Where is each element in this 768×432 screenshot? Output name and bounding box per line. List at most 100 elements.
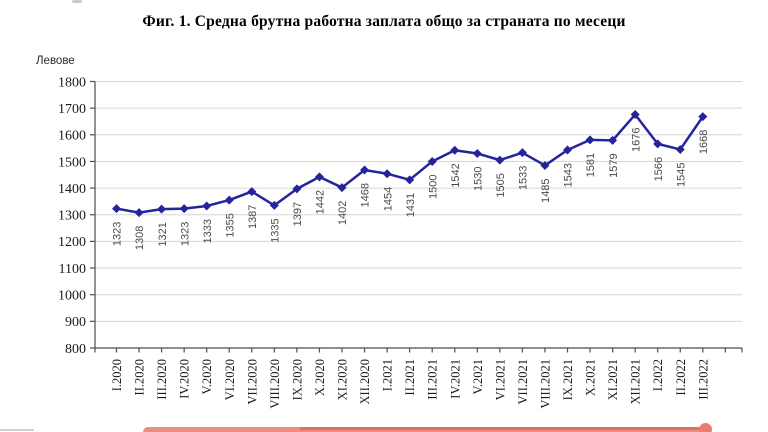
data-point-label: 1543: [563, 163, 575, 187]
data-point-label: 1668: [698, 130, 710, 154]
x-tick-label: VI.2021: [493, 359, 507, 400]
data-point-label: 1468: [360, 183, 372, 207]
data-point-label: 1321: [157, 222, 169, 246]
data-point-marker: [495, 155, 505, 165]
x-tick-label: VIII.2021: [538, 359, 552, 409]
data-point-marker: [314, 172, 324, 182]
data-point-marker: [405, 175, 415, 185]
data-point-label: 1542: [450, 163, 462, 187]
x-tick-label: I.2022: [651, 359, 665, 391]
data-point-label: 1442: [315, 190, 327, 214]
data-point-label: 1355: [224, 213, 236, 237]
red-underline-endpoint-dot: [699, 423, 712, 432]
y-tick-label: 1400: [58, 182, 86, 197]
y-axis-unit-label: Левове: [36, 55, 75, 67]
x-tick-label: I.2021: [381, 359, 395, 391]
data-point-marker: [517, 148, 527, 158]
bottom-gray-mark: [0, 429, 34, 431]
data-point-label: 1533: [518, 166, 530, 190]
x-tick-label: VIII.2020: [268, 359, 282, 409]
y-tick-label: 1000: [58, 289, 86, 304]
data-point-marker: [134, 208, 144, 218]
data-point-label: 1323: [112, 222, 124, 246]
data-point-marker: [630, 110, 640, 120]
data-point-marker: [472, 148, 482, 158]
x-tick-label: II.2021: [403, 359, 417, 395]
y-tick-label: 1100: [59, 262, 86, 277]
data-point-marker: [608, 135, 618, 145]
x-tick-label: X.2020: [313, 359, 327, 396]
data-point-marker: [112, 204, 121, 214]
y-tick-label: 1600: [58, 129, 86, 144]
y-tick-label: 800: [65, 342, 86, 357]
data-point-marker: [653, 139, 663, 149]
data-point-label: 1566: [653, 157, 665, 181]
x-tick-label: IV.2021: [448, 359, 462, 399]
x-tick-label: IV.2020: [178, 359, 192, 399]
red-underline-streak: [300, 427, 710, 430]
data-point-label: 1581: [585, 153, 597, 177]
data-point-label: 1308: [134, 226, 146, 250]
data-point-label: 1333: [202, 219, 214, 243]
data-point-label: 1530: [473, 166, 485, 190]
data-point-marker: [337, 183, 347, 193]
data-point-marker: [157, 204, 167, 214]
data-point-label: 1579: [608, 153, 620, 177]
data-point-label: 1505: [495, 173, 507, 197]
x-tick-label: III.2022: [696, 359, 710, 400]
x-tick-label: XI.2020: [336, 359, 350, 400]
data-point-marker: [698, 112, 708, 122]
data-point-marker: [202, 201, 212, 211]
y-tick-label: 1200: [58, 235, 86, 250]
data-point-marker: [382, 169, 392, 179]
x-tick-label: VII.2020: [245, 359, 259, 404]
chart-title: Фиг. 1. Средна брутна работна заплата об…: [142, 13, 626, 30]
data-point-marker: [450, 145, 460, 155]
data-point-label: 1402: [337, 201, 349, 225]
data-point-marker: [269, 200, 279, 210]
x-tick-label: XII.2020: [358, 359, 372, 404]
data-point-marker: [224, 195, 234, 205]
y-tick-label: 1700: [58, 102, 86, 117]
data-point-marker: [675, 144, 685, 154]
x-tick-label: V.2020: [200, 359, 214, 395]
data-point-marker: [585, 135, 595, 145]
x-tick-label: IX.2021: [561, 359, 575, 400]
data-point-marker: [563, 145, 572, 155]
data-point-label: 1397: [292, 202, 304, 226]
x-tick-label: III.2020: [155, 359, 169, 400]
y-tick-label: 900: [65, 315, 86, 330]
data-point-label: 1454: [382, 187, 394, 211]
data-point-marker: [247, 187, 257, 197]
y-tick-label: 1500: [58, 155, 86, 170]
x-tick-label: VI.2020: [223, 359, 237, 400]
x-tick-label: XII.2021: [629, 359, 643, 404]
data-point-label: 1485: [540, 178, 552, 202]
x-tick-label: II.2022: [674, 359, 688, 395]
stray-mark: [72, 0, 82, 3]
data-point-label: 1431: [405, 193, 417, 217]
data-point-marker: [360, 165, 370, 175]
data-point-label: 1545: [675, 162, 687, 186]
data-point-label: 1500: [427, 174, 439, 198]
data-point-label: 1323: [179, 222, 191, 246]
x-tick-label: X.2021: [584, 359, 598, 396]
data-point-marker: [427, 156, 437, 166]
x-tick-label: V.2021: [471, 359, 485, 395]
y-tick-label: 1300: [58, 209, 86, 224]
data-point-label: 1387: [247, 205, 259, 229]
x-tick-label: III.2021: [426, 359, 440, 400]
x-tick-label: II.2020: [133, 359, 147, 395]
x-tick-label: IX.2020: [290, 359, 304, 400]
data-point-marker: [540, 160, 550, 170]
data-point-marker: [179, 204, 189, 214]
data-point-label: 1676: [630, 128, 642, 152]
y-tick-label: 1800: [58, 75, 86, 90]
x-tick-label: I.2020: [110, 359, 124, 391]
data-point-label: 1335: [270, 218, 282, 242]
data-point-marker: [292, 184, 302, 194]
x-tick-label: XI.2021: [606, 359, 620, 400]
x-tick-label: VII.2021: [516, 359, 530, 404]
